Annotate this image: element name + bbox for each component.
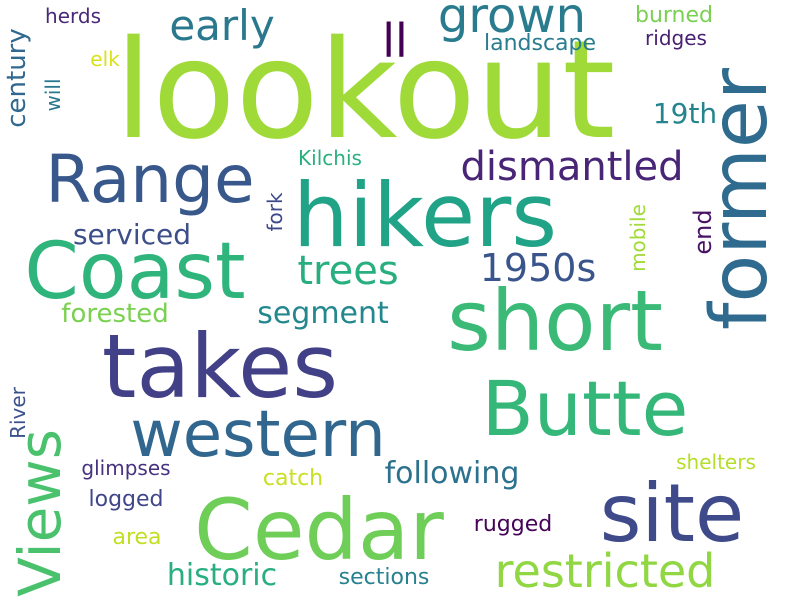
word-kilchis: Kilchis xyxy=(298,146,362,170)
word-early: early xyxy=(169,1,275,50)
word-century: century xyxy=(2,28,32,128)
word-burned: burned xyxy=(634,3,714,28)
word-restricted: restricted xyxy=(494,544,716,598)
word-shelters: shelters xyxy=(676,450,756,474)
word-glimpses: glimpses xyxy=(81,456,171,480)
word-catch: catch xyxy=(262,466,324,491)
word-grown: grown xyxy=(437,0,587,44)
word-river: River xyxy=(6,387,30,439)
word-elk: elk xyxy=(90,47,120,71)
word-will: will xyxy=(41,78,65,112)
word-following: following xyxy=(384,456,520,491)
word-takes: takes xyxy=(101,315,339,418)
word-historic: historic xyxy=(166,558,278,593)
word-segment: segment xyxy=(257,296,389,331)
word-range: Range xyxy=(45,141,255,218)
word-serviced: serviced xyxy=(72,218,192,251)
word-forested: forested xyxy=(61,299,169,329)
word-dismantled: dismantled xyxy=(460,144,684,190)
word-western: western xyxy=(130,398,386,472)
word-coast: Coast xyxy=(24,227,246,317)
word-logged: logged xyxy=(88,487,164,512)
word-hikers: hikers xyxy=(292,164,558,267)
word-sections: sections xyxy=(338,565,430,590)
word-rugged: rugged xyxy=(473,512,553,537)
word-trees: trees xyxy=(297,248,399,294)
word-lookout: lookout xyxy=(114,12,616,170)
word-mobile: mobile xyxy=(626,204,650,272)
word-1950s: 1950s xyxy=(479,246,597,290)
word-short: short xyxy=(447,272,663,370)
word-end: end xyxy=(689,209,717,255)
word-herds: herds xyxy=(45,4,101,28)
word-site: site xyxy=(599,467,745,560)
word-ll: ll xyxy=(382,14,408,68)
word-fork: fork xyxy=(263,192,287,232)
word-views: Views xyxy=(6,429,74,597)
word-landscape: landscape xyxy=(483,31,597,56)
word-19th: 19th xyxy=(652,97,718,130)
word-area: area xyxy=(112,525,162,550)
word-ridges: ridges xyxy=(645,26,707,50)
word-cedar: Cedar xyxy=(194,481,444,579)
word-butte: Butte xyxy=(481,364,689,453)
